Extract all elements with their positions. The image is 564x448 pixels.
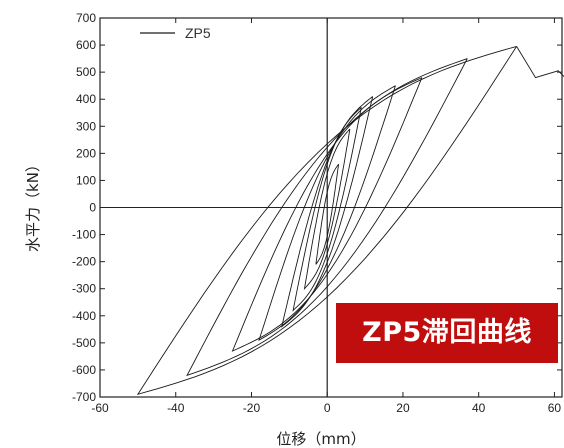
y-tick-label: 200 xyxy=(76,146,96,160)
y-tick-label: 300 xyxy=(76,119,96,133)
y-tick-label: 500 xyxy=(76,65,96,79)
x-tick-label: 0 xyxy=(324,401,331,415)
hysteresis-loop-25mm xyxy=(231,77,423,352)
x-tick-label: 20 xyxy=(396,401,410,415)
y-tick-label: -200 xyxy=(72,255,96,269)
y-tick-label: 400 xyxy=(76,92,96,106)
hysteresis-loop-37mm xyxy=(186,58,468,377)
y-tick-label: -300 xyxy=(72,282,96,296)
y-tick-label: 600 xyxy=(76,38,96,52)
hysteresis-loop-18mm xyxy=(258,85,396,342)
hysteresis-loop-50mm xyxy=(136,45,517,396)
legend-label-zp5: ZP5 xyxy=(185,25,211,41)
title-banner: ZP5滞回曲线 xyxy=(336,303,558,363)
x-tick-label: 60 xyxy=(548,401,562,415)
y-axis-title: 水平力（kN） xyxy=(24,157,42,252)
y-tick-label: -400 xyxy=(72,309,96,323)
hysteresis-loop-6mm xyxy=(303,128,351,291)
x-tick-label: -40 xyxy=(167,401,185,415)
hysteresis-loop-3mm xyxy=(315,163,340,265)
x-axis-title: 位移（mm） xyxy=(276,430,365,448)
hysteresis-loop-12mm xyxy=(281,96,374,328)
x-tick-label: 40 xyxy=(472,401,486,415)
y-tick-label: 0 xyxy=(89,201,96,215)
x-tick-label: -20 xyxy=(243,401,261,415)
y-tick-label: -700 xyxy=(72,390,96,404)
y-tick-label: 100 xyxy=(76,173,96,187)
x-tick-label: -60 xyxy=(91,401,109,415)
y-tick-label: -500 xyxy=(72,336,96,350)
y-tick-label: -100 xyxy=(72,228,96,242)
y-tick-label: 700 xyxy=(76,11,96,25)
envelope-tail-curve xyxy=(516,46,564,79)
y-tick-label: -600 xyxy=(72,363,96,377)
